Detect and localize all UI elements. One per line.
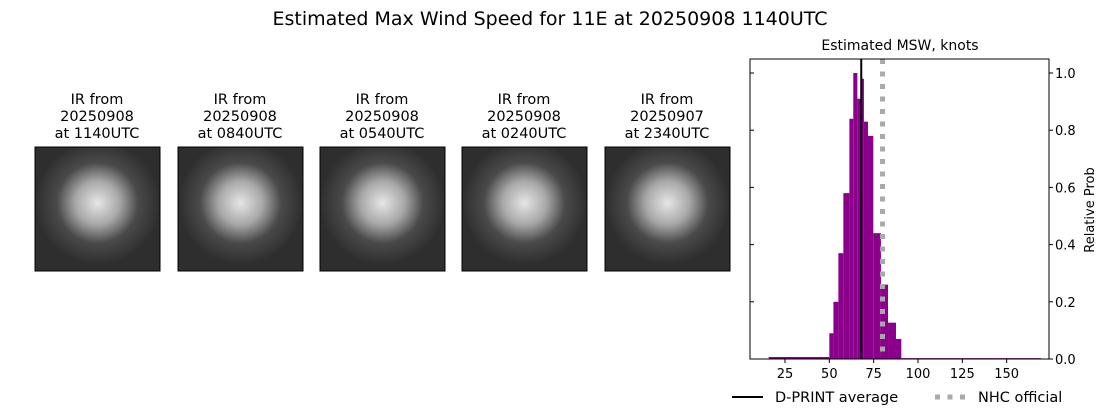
histogram-bar [829,333,834,359]
ir-image-title: IR from [641,92,694,108]
ir-image-title: 20250908 [60,109,134,125]
legend: D-PRINT average NHC official [732,390,1062,406]
histogram-bar [861,78,864,359]
x-tick-label: 25 [777,367,794,382]
x-tick-label: 100 [906,367,931,382]
ir-image-title: at 1140UTC [55,126,140,142]
ir-image-title: IR from [214,92,267,108]
histogram-bar [833,301,839,359]
chart-title: Estimated MSW, knots [821,38,978,54]
histogram-bar [873,233,881,359]
y-axis-label: Relative Prob [1083,167,1098,252]
x-tick-label: 125 [950,367,975,382]
x-tick-label: 150 [994,367,1019,382]
histogram-bar [888,322,897,359]
histogram-bar [863,121,868,360]
y-tick-label: 0.2 [1055,296,1076,311]
y-tick-label: 0.6 [1055,181,1076,196]
ir-image-title: 20250908 [487,109,561,125]
figure-title: Estimated Max Wind Speed for 11E at 2025… [272,8,827,30]
y-tick-label: 0.4 [1055,239,1076,254]
ir-image-title: at 0540UTC [340,126,425,142]
histogram-bar [896,338,902,359]
legend-dprint-label: D-PRINT average [775,390,898,406]
y-tick-label: 0.0 [1055,353,1076,368]
ir-satellite-image [461,146,588,272]
ir-image-title: 20250908 [203,109,277,125]
histogram-bar [853,73,858,359]
histogram-bar [768,356,830,359]
ir-image-title: IR from [498,92,551,108]
ir-image-title: IR from [356,92,409,108]
y-tick-label: 0.8 [1055,124,1076,139]
y-tick-label: 1.0 [1055,67,1076,82]
histogram-bar [838,253,844,359]
histogram-bar [849,118,854,359]
ir-image-title: 20250908 [345,109,419,125]
histogram-chart: Estimated MSW, knots 25 50 75 100 125 150 0.0 0.… [732,38,1098,406]
x-tick-label: 75 [865,367,882,382]
x-tick-label: 50 [821,367,838,382]
ir-image-title: at 0240UTC [482,126,567,142]
ir-satellite-image [604,146,731,272]
histogram-bar [857,98,862,360]
ir-satellite-image [177,146,304,272]
plot-frame [749,58,1050,360]
ir-image-title: IR from [71,92,124,108]
ir-satellite-image [319,146,446,272]
histogram-bar [843,193,850,359]
legend-nhc-label: NHC official [978,390,1062,406]
ir-image-title: at 2340UTC [625,126,710,142]
histogram-bar [867,135,874,359]
ir-image-title: at 0840UTC [198,126,283,142]
ir-satellite-image [34,146,161,272]
ir-image-title: 20250907 [630,109,704,125]
